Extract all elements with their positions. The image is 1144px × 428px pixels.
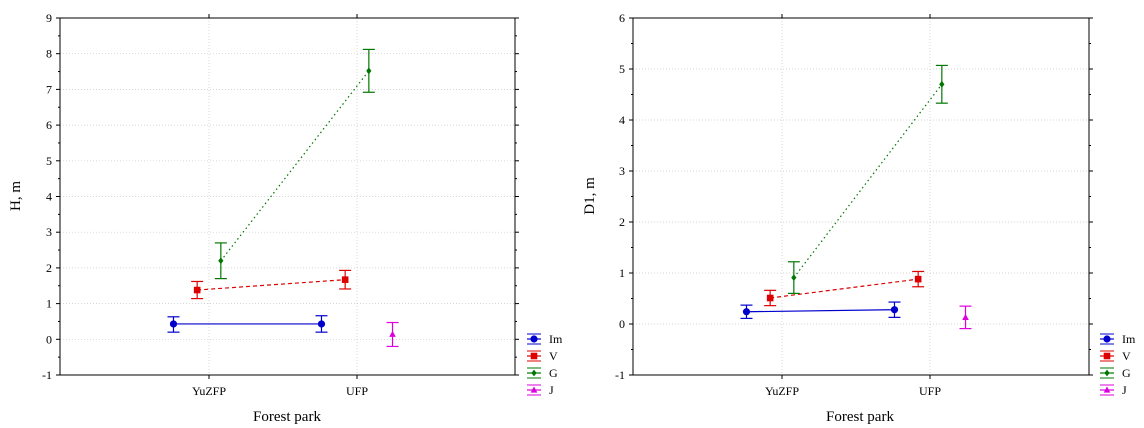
y-tick-label: 3 [46,225,52,239]
y-tick-label: 6 [619,11,625,25]
series-line [197,279,346,291]
y-axis-label: D1, m [582,177,598,215]
series-line [770,278,919,299]
legend-label: G [549,366,558,380]
data-point [366,67,372,75]
legend-label: G [1122,366,1131,380]
y-tick-label: 0 [619,317,625,331]
data-point [193,286,201,294]
series-line [793,83,943,278]
legend-label: J [1122,383,1127,397]
x-category-label: UFP [919,384,941,398]
series-line [746,309,895,313]
x-category-label: YuZFP [192,384,226,398]
y-tick-label: -1 [615,368,625,382]
y-tick-label: 5 [619,62,625,76]
series-j [959,305,972,330]
x-axis-label: Forest park [253,409,321,425]
data-point [962,313,969,320]
legend-label: Im [1122,332,1136,346]
data-point [341,276,349,283]
y-tick-label: 8 [46,47,52,61]
y-tick-label: 1 [46,297,52,311]
series-j [386,321,399,348]
data-point [766,294,774,302]
data-point [890,306,899,314]
data-point [939,80,945,88]
legend-marker [531,369,537,377]
y-tick-label: 3 [619,164,625,178]
x-category-label: UFP [346,384,368,398]
x-category-label: YuZFP [765,384,799,398]
y-tick-label: 5 [46,154,52,168]
plot-frame [632,17,1090,376]
series-im [740,301,901,319]
y-tick-label: 2 [619,215,625,229]
series-v [764,270,925,307]
y-axis-label: H, m [8,181,24,211]
y-tick-label: 0 [46,332,52,346]
y-tick-label: 9 [46,11,52,25]
legend: Im VGJ [527,332,563,397]
legend-label: J [549,383,554,397]
legend-marker [530,352,538,360]
y-tick-label: 4 [619,113,625,127]
series-g [787,64,948,294]
legend-label: Im [549,332,563,346]
data-point [218,257,224,265]
y-tick-label: 4 [46,190,52,204]
series-v [191,269,352,300]
legend-marker [1103,352,1111,360]
legend-marker [1103,335,1111,343]
data-point [317,320,326,328]
y-tick-label: 7 [46,82,52,96]
chart-1: -1 0 1 2 3 4 5 6 7 8 9 YuZFP UFP Forest park H, m Im VGJ [8,11,563,425]
plot-frame [59,17,516,376]
legend-marker [1104,369,1110,377]
series-g [214,48,375,280]
data-point [389,330,396,337]
legend-marker [530,335,538,343]
y-tick-label: 1 [619,266,625,280]
legend-marker [530,386,538,393]
legend-label: V [549,349,558,363]
legend-label: V [1122,349,1131,363]
legend-marker [1103,386,1111,393]
y-tick-label: -1 [42,368,52,382]
y-tick-label: 6 [46,118,52,132]
x-axis-label: Forest park [826,409,894,425]
data-point [742,308,751,316]
data-point [791,274,797,281]
series-im [167,315,328,333]
data-point [914,275,922,283]
y-tick-label: 2 [46,261,52,275]
legend: Im VGJ [1100,332,1136,397]
data-point [169,320,178,328]
chart-2: -1 0 1 2 3 4 5 6 YuZFP UFP Forest park D1, m Im VGJ [582,11,1136,425]
